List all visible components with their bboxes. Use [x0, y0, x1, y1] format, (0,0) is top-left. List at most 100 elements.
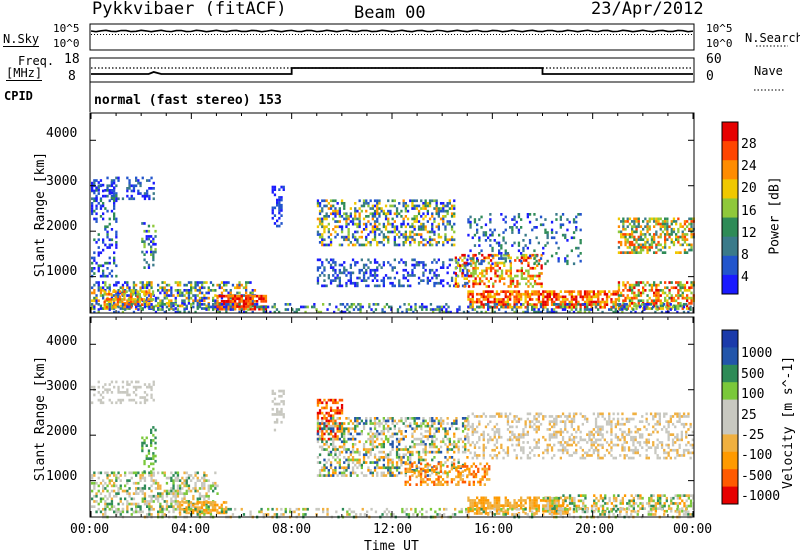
- power-cell: [393, 204, 396, 208]
- velocity-cell: [172, 492, 175, 495]
- power-cell: [126, 281, 129, 284]
- velocity-cell: [424, 435, 427, 438]
- power-cell: [91, 209, 94, 213]
- velocity-cell: [393, 427, 396, 431]
- power-cell: [509, 269, 512, 273]
- velocity-cell: [395, 463, 399, 467]
- velocity-cell: [190, 502, 193, 506]
- power-cell: [110, 300, 113, 304]
- power-cell: [123, 292, 126, 296]
- power-cell: [245, 302, 248, 306]
- power-cell: [318, 235, 322, 239]
- power-cell: [365, 238, 368, 242]
- power-cell: [179, 304, 182, 308]
- power-cell: [533, 226, 536, 229]
- power-cell: [511, 231, 514, 234]
- power-cell: [316, 202, 320, 205]
- velocity-cell: [321, 448, 324, 451]
- velocity-cell: [479, 478, 482, 481]
- power-cell: [548, 295, 551, 299]
- power-cell: [654, 310, 657, 314]
- velocity-cell: [181, 492, 184, 495]
- velocity-cell: [207, 489, 210, 493]
- velocity-cell: [340, 450, 344, 454]
- velocity-cell: [426, 478, 429, 481]
- power-cell: [336, 220, 339, 223]
- power-cell: [373, 199, 377, 203]
- power-cell: [411, 199, 414, 203]
- velocity-cell: [141, 497, 144, 501]
- power-cell: [355, 305, 358, 309]
- power-cell: [601, 290, 604, 293]
- velocity-cell: [183, 471, 186, 475]
- velocity-cell: [485, 462, 489, 466]
- velocity-cell: [159, 510, 162, 514]
- velocity-cell: [422, 417, 425, 420]
- power-cell: [152, 258, 155, 262]
- power-cell: [253, 289, 257, 292]
- power-cell: [151, 292, 155, 296]
- velocity-cell: [466, 467, 469, 471]
- velocity-cell: [139, 385, 142, 389]
- power-cell: [542, 300, 545, 304]
- power-cell: [216, 308, 219, 311]
- velocity-cell: [172, 507, 175, 511]
- velocity-cell: [354, 427, 357, 431]
- power-cell: [227, 294, 230, 298]
- velocity-cell: [117, 388, 120, 392]
- velocity-cell: [400, 463, 403, 467]
- velocity-cell: [409, 450, 412, 454]
- velocity-cell: [170, 500, 173, 503]
- velocity-cell: [340, 474, 344, 477]
- power-cell: [369, 222, 372, 226]
- power-cell: [648, 217, 651, 221]
- power-cell: [113, 194, 116, 198]
- velocity-cell: [203, 511, 206, 515]
- power-cell: [533, 279, 537, 283]
- power-cell: [117, 176, 120, 180]
- velocity-cell: [181, 497, 184, 501]
- velocity-cell: [376, 432, 379, 436]
- velocity-cell: [179, 484, 182, 488]
- power-cell: [557, 259, 560, 263]
- power-cell: [367, 233, 370, 236]
- power-cell: [610, 308, 613, 311]
- power-cell: [132, 310, 136, 314]
- velocity-cell: [424, 458, 427, 462]
- velocity-cell: [479, 462, 482, 466]
- velocity-cell: [209, 484, 213, 488]
- power-cell: [476, 228, 479, 232]
- power-cell: [575, 305, 578, 309]
- power-cell: [207, 289, 210, 292]
- velocity-cell: [365, 453, 368, 457]
- power-cell: [108, 222, 111, 226]
- power-cell: [622, 281, 625, 284]
- power-cell: [372, 310, 375, 314]
- power-cell: [424, 225, 427, 229]
- power-cell: [631, 220, 634, 223]
- velocity-cell: [176, 502, 180, 506]
- velocity-cell: [358, 458, 361, 462]
- power-cell: [520, 256, 523, 260]
- velocity-cell: [464, 445, 467, 449]
- power-cell: [278, 216, 281, 220]
- power-cell: [489, 269, 493, 273]
- power-cell: [670, 296, 673, 300]
- power-cell: [675, 220, 678, 223]
- power-cell: [588, 290, 591, 293]
- power-cell: [588, 300, 591, 304]
- power-cell: [620, 243, 623, 247]
- velocity-cell: [431, 422, 434, 425]
- power-cell: [95, 217, 98, 221]
- power-cell: [688, 289, 691, 292]
- power-cell: [387, 220, 390, 223]
- power-cell: [659, 304, 662, 308]
- power-cell: [234, 300, 237, 303]
- velocity-cell: [428, 478, 431, 481]
- velocity-cell: [214, 501, 217, 504]
- power-cell: [376, 207, 379, 210]
- power-cell: [561, 300, 565, 304]
- power-cell: [356, 225, 359, 229]
- velocity-cell: [194, 484, 197, 488]
- power-cell: [546, 236, 549, 240]
